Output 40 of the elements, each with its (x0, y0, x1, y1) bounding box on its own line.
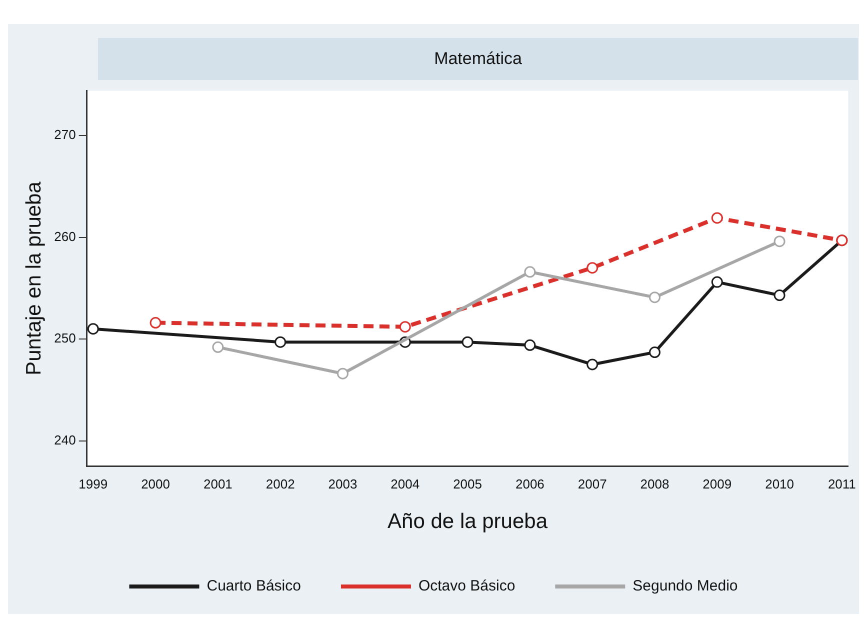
y-tick-label: 250 (54, 330, 76, 346)
x-tick-label: 2008 (640, 476, 670, 492)
point (648, 292, 660, 304)
y-axis-title: Puntaje en la prueba (22, 181, 46, 376)
point (774, 236, 786, 248)
point (586, 262, 598, 274)
legend-label: Cuarto Básico (206, 578, 301, 595)
x-tick-label: 2004 (390, 476, 420, 492)
x-tick-label: 2000 (141, 476, 170, 492)
x-tick-label: 2006 (515, 476, 544, 492)
x-tick-label: 2003 (328, 476, 358, 492)
x-tick-label: 1999 (78, 476, 108, 492)
x-tick-label: 2007 (578, 476, 607, 492)
point (586, 358, 598, 370)
point (274, 336, 286, 348)
point (648, 346, 660, 358)
legend-label: Octavo Básico (418, 578, 516, 595)
point (399, 321, 411, 333)
point (212, 341, 224, 353)
point (711, 212, 723, 224)
point (711, 276, 723, 288)
y-tick-label: 270 (54, 127, 76, 142)
legend-label: Segundo Medio (632, 578, 738, 595)
point (524, 339, 536, 351)
point (87, 323, 99, 335)
x-tick-label: 2005 (453, 476, 482, 492)
point (774, 290, 786, 302)
x-tick-label: 2010 (765, 476, 794, 492)
point (336, 368, 348, 380)
point (462, 336, 474, 348)
y-tick-label: 240 (54, 432, 76, 448)
point (150, 317, 162, 329)
x-tick-label: 2009 (702, 476, 732, 492)
x-tick-label: 2002 (266, 476, 295, 492)
point (524, 266, 536, 278)
x-tick-label: 2011 (828, 476, 856, 492)
chart-title: Matemática (98, 38, 858, 80)
y-tick-label: 260 (54, 228, 76, 244)
x-axis-title: Año de la prueba (388, 510, 548, 534)
x-tick-label: 2001 (203, 476, 232, 492)
